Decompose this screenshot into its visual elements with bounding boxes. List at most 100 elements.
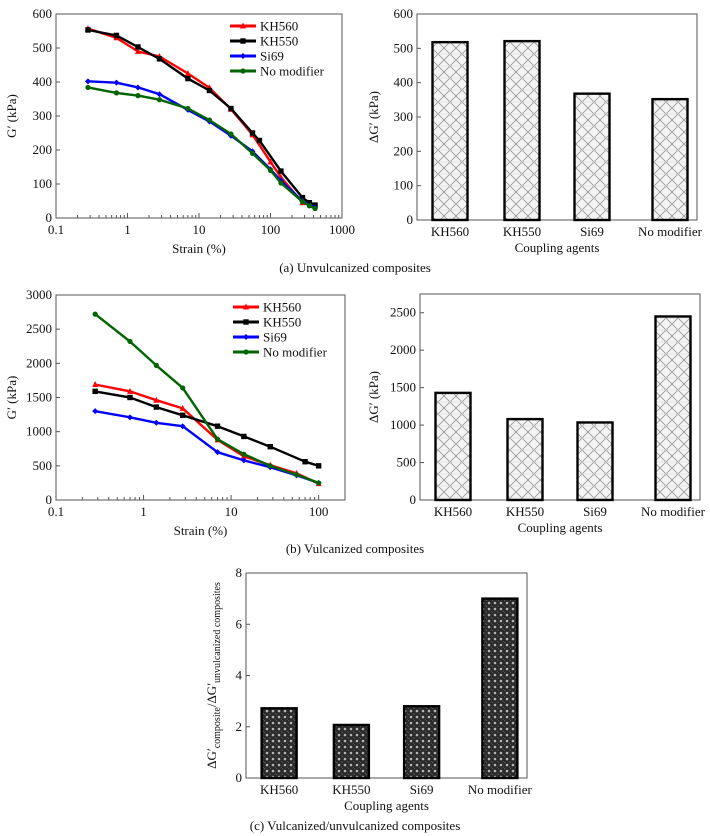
y-tick-label: 500	[33, 458, 53, 473]
data-point	[135, 93, 141, 99]
y-tick-label: 4	[236, 668, 243, 683]
bar-si69	[573, 92, 611, 222]
data-point	[249, 150, 256, 156]
data-point	[206, 87, 213, 94]
y-tick-label: 3000	[26, 287, 52, 302]
data-point	[92, 408, 99, 415]
x-tick-label: 10	[225, 504, 238, 519]
x-tick-label: Si69	[410, 782, 434, 797]
y-axis-title-part: unvulcanized composites	[212, 582, 223, 683]
x-tick-label: No modifier	[641, 504, 706, 519]
legend-label: KH550	[260, 34, 298, 49]
x-tick-label: 100	[261, 222, 281, 237]
bar-no-modifier	[651, 97, 689, 222]
data-point	[113, 32, 120, 39]
data-point	[156, 97, 163, 103]
legend-marker	[243, 349, 249, 355]
y-tick-label: 400	[33, 74, 53, 89]
data-point	[312, 205, 318, 212]
data-point	[156, 56, 163, 62]
legend-label: KH560	[263, 300, 301, 315]
data-point	[179, 423, 186, 430]
y-tick-label: 200	[33, 142, 53, 157]
legend-label: Si69	[260, 49, 284, 64]
y-tick-label: 300	[394, 109, 414, 124]
y-axis-title: ΔG′ (kPa)	[366, 371, 381, 423]
x-tick-label: 100	[309, 504, 329, 519]
data-point	[256, 137, 263, 144]
data-point	[113, 79, 120, 86]
y-tick-label: 300	[33, 108, 53, 123]
legend-marker	[243, 334, 249, 340]
x-axis-title: Coupling agents	[344, 798, 429, 813]
data-point	[315, 463, 322, 469]
y-tick-label: 500	[33, 40, 53, 55]
y-tick-label: 0	[46, 492, 53, 507]
data-point	[84, 78, 91, 85]
data-point	[299, 194, 306, 201]
y-tick-label: 2500	[26, 321, 52, 336]
data-point	[267, 167, 274, 173]
y-tick-label: 200	[394, 143, 414, 158]
x-axis-title: Coupling agents	[518, 520, 603, 535]
legend-marker	[240, 68, 246, 74]
series-si69	[84, 78, 319, 211]
data-point	[179, 412, 186, 418]
y-tick-label: 2000	[26, 355, 52, 370]
y-axis-title-part: /ΔG′	[204, 683, 219, 707]
chart-b-strain-sweep-vulcanized: 0 500 1000 1500 2000 2500 3000 0.1 1 10 100 Strain …	[4, 287, 346, 538]
data-point	[92, 388, 98, 395]
series-line	[94, 390, 319, 467]
bar-kh560	[431, 40, 469, 222]
legend-label: No modifier	[263, 345, 328, 360]
bar-kh560	[434, 391, 472, 502]
data-point	[153, 404, 160, 410]
chart-c-ratio-bars: 0 2 4 6 8 KH560 KH550 Si69 No modifier Coupling a…	[204, 565, 532, 813]
legend-item: KH550	[233, 315, 301, 330]
data-point	[249, 130, 256, 136]
x-tick-label: 1	[140, 504, 147, 519]
y-tick-label: 500	[397, 455, 417, 470]
legend-item: No modifier	[233, 345, 328, 360]
legend-marker	[243, 319, 249, 325]
y-axis-title-part: ΔG′	[204, 748, 219, 769]
data-point	[240, 457, 247, 464]
data-point	[316, 480, 322, 486]
legend-label: KH560	[260, 19, 298, 34]
x-axis-title: Coupling agents	[515, 240, 600, 255]
x-tick-label: 10	[193, 222, 206, 237]
data-point	[179, 404, 186, 411]
x-tick-label: KH560	[431, 224, 469, 239]
caption-b: (b) Vulcanized composites	[286, 541, 424, 556]
data-point	[126, 387, 133, 394]
y-tick-label: 0	[410, 492, 417, 507]
data-point	[126, 414, 133, 421]
data-point	[228, 131, 234, 137]
legend-marker	[240, 53, 246, 59]
y-tick-label: 1000	[26, 424, 52, 439]
data-point	[113, 90, 120, 96]
data-point	[206, 117, 213, 123]
legend-item: Si69	[233, 330, 287, 345]
data-point	[92, 381, 99, 388]
y-tick-label: 400	[394, 75, 414, 90]
data-point	[278, 180, 284, 186]
x-tick-label: 1000	[329, 222, 355, 237]
x-tick-label: 0.1	[48, 222, 64, 237]
bar-si69	[402, 705, 441, 780]
y-tick-label: 6	[236, 616, 243, 631]
x-tick-label: KH550	[503, 224, 541, 239]
series-si69	[92, 408, 322, 486]
y-tick-label: 8	[236, 565, 243, 580]
legend-item: Si69	[230, 49, 284, 64]
x-tick-label: No modifier	[638, 224, 703, 239]
data-point	[293, 472, 300, 478]
legend-label: Si69	[263, 330, 287, 345]
series-no-modifier	[92, 311, 322, 486]
x-axis-title: Strain (%)	[172, 241, 226, 256]
data-point	[267, 158, 274, 165]
y-tick-label: 100	[394, 178, 414, 193]
x-tick-label: 0.1	[48, 504, 64, 519]
